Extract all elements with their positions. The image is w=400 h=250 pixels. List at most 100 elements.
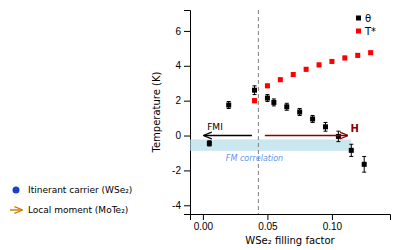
y-tick: -4 bbox=[172, 200, 190, 211]
y-tick-label: -4 bbox=[172, 200, 181, 211]
point bbox=[317, 62, 322, 67]
point bbox=[304, 67, 309, 72]
error-bar-cap bbox=[298, 115, 302, 116]
error-bar bbox=[278, 78, 282, 81]
error-bar bbox=[291, 73, 295, 76]
y-tick-label: 2 bbox=[175, 95, 181, 106]
error-bar bbox=[356, 54, 360, 57]
point bbox=[252, 88, 257, 93]
error-bar-cap bbox=[253, 94, 257, 95]
reference-line bbox=[258, 10, 259, 214]
x-tick-label: 0.00 bbox=[194, 221, 214, 232]
error-bar-cap bbox=[285, 103, 289, 104]
error-bar-cap bbox=[265, 94, 269, 95]
error-bar bbox=[285, 103, 289, 110]
arrow-label: H bbox=[350, 123, 358, 134]
x-axis-title: WSe₂ filling factor bbox=[245, 235, 335, 246]
diagram-legend-item: Local moment (MoTe₂) bbox=[10, 205, 128, 215]
error-bar-cap bbox=[311, 115, 315, 116]
y-axis: -4-20246 bbox=[172, 11, 190, 215]
y-tick-mark bbox=[184, 170, 190, 171]
legend-item: T* bbox=[356, 26, 376, 37]
x-tick: 0.10 bbox=[323, 214, 343, 232]
point bbox=[336, 134, 341, 139]
diagram-legend-label: Itinerant carrier (WSe₂) bbox=[28, 185, 132, 195]
error-bar bbox=[298, 109, 302, 116]
y-tick-mark bbox=[184, 136, 190, 137]
y-tick-mark bbox=[184, 205, 190, 206]
error-bar bbox=[265, 84, 269, 87]
error-bar-cap bbox=[362, 172, 366, 173]
y-tick-mark bbox=[184, 66, 190, 67]
error-bar bbox=[253, 99, 257, 103]
x-tick-mark bbox=[267, 214, 268, 220]
legend-item: θ bbox=[356, 13, 371, 24]
x-axis-line bbox=[191, 215, 391, 221]
error-bar bbox=[304, 68, 308, 71]
error-bar bbox=[362, 156, 366, 172]
x-tick-label: 0.10 bbox=[323, 221, 343, 232]
point bbox=[265, 96, 270, 101]
plot: 0.000.050.10-4-20246WSe₂ filling factorT… bbox=[151, 10, 391, 246]
y-tick: 6 bbox=[175, 26, 190, 37]
point bbox=[368, 50, 373, 55]
point bbox=[207, 141, 212, 146]
point bbox=[265, 83, 270, 88]
diagram-legend-marker bbox=[10, 209, 22, 210]
point bbox=[329, 59, 334, 64]
error-bar-cap bbox=[272, 105, 276, 106]
error-bar-cap bbox=[298, 108, 302, 109]
y-axis-title: Temperature (K) bbox=[151, 71, 162, 153]
point bbox=[355, 53, 360, 58]
y-tick: 0 bbox=[175, 130, 190, 141]
arrow bbox=[265, 135, 348, 136]
y-axis-line bbox=[184, 11, 191, 215]
error-bar-cap bbox=[336, 141, 340, 142]
error-bar-cap bbox=[323, 131, 327, 132]
band-label: FM correlation bbox=[226, 154, 283, 163]
y-tick: -2 bbox=[172, 165, 190, 176]
x-tick-label: 0.05 bbox=[258, 221, 278, 232]
x-tick: 0.00 bbox=[194, 214, 214, 232]
annotations: FM correlation FMI H bbox=[207, 122, 359, 163]
point bbox=[349, 148, 354, 153]
error-bar-cap bbox=[349, 144, 353, 145]
error-bar bbox=[207, 141, 211, 146]
error-bar bbox=[369, 51, 373, 54]
point bbox=[310, 116, 315, 121]
error-bar bbox=[343, 56, 347, 59]
error-bar-cap bbox=[311, 122, 315, 123]
y-tick: 2 bbox=[175, 95, 190, 106]
error-bar-cap bbox=[227, 101, 231, 102]
y-tick-label: 6 bbox=[175, 26, 181, 37]
arrow bbox=[204, 135, 252, 136]
point bbox=[278, 77, 283, 82]
chart: Itinerant carrier (WSe₂) Local moment (Mo… bbox=[0, 0, 400, 250]
arrow-label: FMI bbox=[207, 122, 223, 132]
legend-label: T* bbox=[364, 26, 376, 37]
error-bar bbox=[227, 102, 231, 109]
error-bar-cap bbox=[323, 122, 327, 123]
diagram-legend-marker bbox=[13, 187, 20, 194]
legend-marker bbox=[356, 16, 361, 21]
error-bar-cap bbox=[265, 101, 269, 102]
error-bar bbox=[336, 131, 340, 141]
error-bar-cap bbox=[227, 108, 231, 109]
y-tick-mark bbox=[184, 31, 190, 32]
error-bar bbox=[349, 144, 353, 156]
point bbox=[342, 55, 347, 60]
y-tick-label: -2 bbox=[172, 165, 181, 176]
x-tick-mark bbox=[332, 214, 333, 220]
marks bbox=[190, 10, 373, 214]
error-bar bbox=[317, 63, 321, 66]
diagram-legend-item: Itinerant carrier (WSe₂) bbox=[13, 185, 133, 195]
series bbox=[207, 86, 367, 172]
error-bar-cap bbox=[362, 156, 366, 157]
x-axis: 0.00 0.05 0.10 bbox=[191, 214, 391, 232]
y-tick-mark bbox=[184, 101, 190, 102]
series bbox=[252, 50, 373, 103]
error-bar bbox=[330, 60, 334, 63]
error-bar-cap bbox=[336, 131, 340, 132]
error-bar-cap bbox=[253, 85, 257, 86]
diagram-legend-label: Local moment (MoTe₂) bbox=[28, 205, 128, 215]
